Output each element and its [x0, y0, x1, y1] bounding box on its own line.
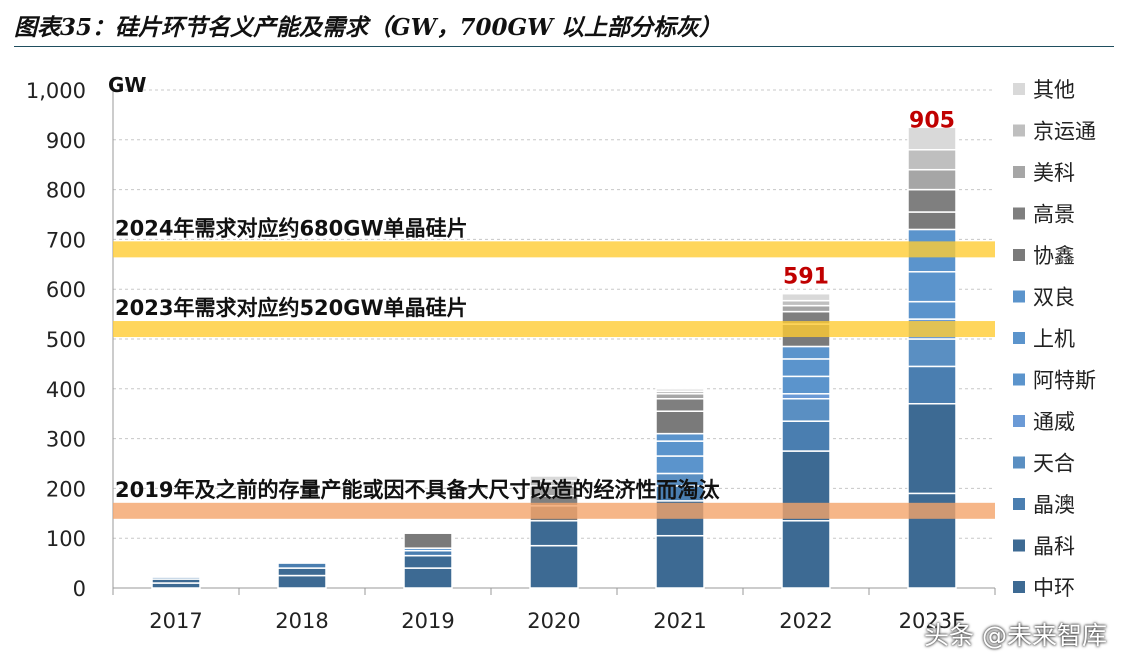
bar-segment-上机 [907, 271, 957, 303]
bar-segment-协鑫 [151, 574, 201, 578]
legend-label: 双良 [1033, 286, 1075, 310]
title-divider [14, 46, 1114, 47]
annotation-band [113, 502, 995, 519]
bar-segment-高景 [907, 188, 957, 213]
x-tick-label: 2017 [149, 609, 202, 633]
legend-swatch [1013, 539, 1025, 552]
legend-label: 晶澳 [1033, 493, 1075, 517]
bar-segment-晶澳 [781, 420, 831, 452]
x-tick-label: 2021 [653, 609, 706, 633]
bar-segment-协鑫 [403, 532, 453, 549]
x-tick-label: 2022 [779, 609, 832, 633]
legend-swatch [1013, 207, 1025, 220]
y-axis-unit-label: GW [108, 73, 146, 97]
y-tick-label: 600 [46, 278, 86, 302]
legend-label: 其他 [1033, 78, 1075, 102]
bar-segment-天合 [907, 338, 957, 368]
bar-segment-中环 [655, 534, 705, 589]
legend-swatch [1013, 83, 1025, 95]
legend-label: 上机 [1033, 327, 1075, 351]
bar-segment-上机 [781, 358, 831, 378]
bar-segment-高景 [655, 398, 705, 412]
x-tick-label: 2019 [401, 609, 454, 633]
legend-swatch [1013, 124, 1025, 137]
bar-segment-其他 [655, 388, 705, 393]
legend-label: 天合 [1033, 452, 1075, 476]
legend-swatch [1013, 456, 1025, 469]
bar-segment-阿特斯 [655, 455, 705, 475]
legend-label: 阿特斯 [1033, 369, 1096, 393]
bar-segment-阿特斯 [907, 300, 957, 320]
legend-swatch [1013, 332, 1025, 344]
annotation-band [113, 241, 995, 258]
bar-segment-晶科 [529, 520, 579, 547]
bar-segment-协鑫 [655, 410, 705, 435]
legend-label: 晶科 [1033, 535, 1075, 559]
bar-segment-晶科 [403, 554, 453, 569]
total-data-label: 591 [783, 265, 829, 290]
annotation-label: 2019年及之前的存量产能或因不具备大尺寸改造的经济性而淘汰 [115, 478, 720, 502]
watermark: 头条 @未来智库 [924, 621, 1107, 650]
bar-segment-阿特斯 [781, 375, 831, 395]
bar-segment-晶科 [907, 402, 957, 495]
bar-segment-天合 [781, 398, 831, 422]
bar-segment-晶科 [277, 567, 327, 577]
y-tick-label: 800 [46, 179, 86, 203]
x-tick-label: 2018 [275, 609, 328, 633]
bar-segment-协鑫 [907, 211, 957, 231]
bar-segment-双良 [781, 345, 831, 360]
bar-segment-中环 [529, 544, 579, 589]
legend-label: 中环 [1033, 576, 1075, 600]
legend-swatch [1013, 290, 1025, 303]
y-tick-label: 100 [46, 527, 86, 551]
bar-segment-中环 [277, 574, 327, 589]
annotation-label: 2024年需求对应约680GW单晶硅片 [115, 216, 468, 240]
bar-segment-美科 [907, 168, 957, 191]
bar-segment-上机 [655, 440, 705, 457]
total-data-label: 905 [909, 108, 955, 133]
bar-segment-其他 [907, 126, 957, 151]
bar-segment-双良 [655, 432, 705, 442]
legend-swatch [1013, 498, 1025, 510]
bar-segment-京运通 [907, 149, 957, 171]
legend-swatch [1013, 373, 1025, 386]
legend-label: 高景 [1033, 203, 1075, 227]
legend-label: 协鑫 [1033, 244, 1075, 268]
y-tick-label: 300 [46, 428, 86, 452]
bar-segment-中环 [781, 520, 831, 589]
legend-swatch [1013, 581, 1025, 593]
y-tick-label: 400 [46, 378, 86, 402]
x-tick-label: 2023E [899, 609, 966, 633]
annotation-label: 2023年需求对应约520GW单晶硅片 [115, 296, 468, 320]
legend-swatch [1013, 415, 1025, 427]
legend-label: 美科 [1033, 161, 1075, 185]
y-tick-label: 900 [46, 129, 86, 153]
legend-label: 京运通 [1033, 120, 1096, 144]
legend-swatch [1013, 249, 1025, 261]
annotation-band [113, 321, 995, 338]
bar-segment-其他 [781, 292, 831, 302]
y-tick-label: 0 [73, 577, 86, 601]
y-tick-label: 1,000 [26, 79, 86, 103]
y-tick-label: 200 [46, 477, 86, 501]
chart-title: 图表35：硅片环节名义产能及需求（GW，700GW 以上部分标灰） [14, 14, 722, 41]
bar-segment-晶澳 [907, 365, 957, 405]
bar-segment-晶澳 [277, 562, 327, 569]
bar-segment-中环 [403, 567, 453, 589]
bar-segment-美科 [781, 304, 831, 313]
y-tick-label: 500 [46, 328, 86, 352]
legend-label: 通威 [1033, 410, 1075, 434]
bar-segment-其他 [529, 475, 579, 482]
y-tick-label: 700 [46, 228, 86, 252]
x-tick-label: 2020 [527, 609, 580, 633]
legend-swatch [1013, 166, 1025, 178]
